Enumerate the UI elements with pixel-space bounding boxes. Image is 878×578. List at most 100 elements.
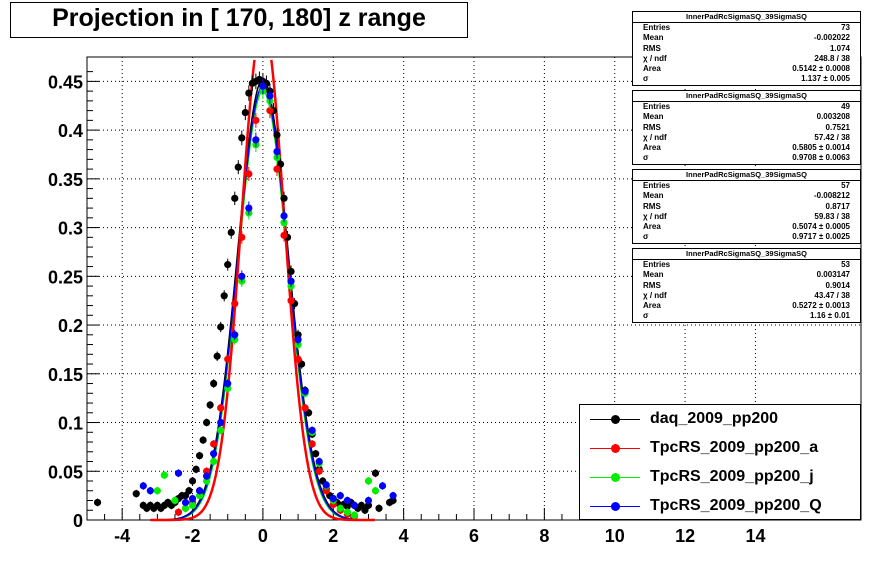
data-point: [139, 482, 147, 490]
data-point: [188, 501, 197, 509]
x-tick-label: 12: [675, 526, 695, 546]
stats-label: σ: [643, 74, 649, 84]
y-tick-label: 0.45: [48, 72, 83, 92]
data-point: [280, 231, 288, 239]
data-point: [217, 426, 225, 434]
x-tick-label: 2: [328, 526, 338, 546]
data-point: [315, 457, 323, 466]
data-point: [350, 511, 358, 519]
x-tick-label: 0: [258, 526, 268, 546]
stats-label: RMS: [643, 201, 661, 211]
data-point: [146, 487, 154, 495]
y-tick-label: 0.4: [58, 121, 83, 141]
stats-value: 248.8 / 38: [814, 53, 850, 63]
data-point: [322, 481, 330, 489]
data-point: [160, 471, 168, 479]
data-point: [280, 212, 288, 220]
stats-value: 49: [841, 102, 850, 111]
stats-label: χ / ndf: [643, 211, 667, 221]
stats-row: Mean -0.002022: [633, 33, 860, 43]
stats-box-title: InnerPadRcSigmaSQ_39SigmaSQ: [633, 12, 860, 23]
stats-row: χ / ndf 43.47 / 38: [633, 291, 860, 301]
stats-value: 57: [841, 181, 850, 190]
stats-label: Mean: [643, 33, 664, 43]
data-point: [188, 477, 197, 485]
stats-value: 0.5805 ± 0.0014: [792, 143, 850, 153]
stats-value: 73: [841, 23, 850, 32]
stats-value: 0.9708 ± 0.0063: [792, 153, 850, 163]
data-point: [241, 108, 249, 117]
stats-label: Area: [643, 301, 661, 311]
stats-value: -0.008212: [813, 191, 850, 201]
legend-marker-tpcrs-j: [611, 473, 620, 482]
y-tick-label: 0.3: [58, 219, 83, 239]
stats-label: Mean: [643, 270, 664, 280]
stats-box: InnerPadRcSigmaSQ_39SigmaSQ Entries 49 Mean…: [632, 90, 861, 165]
data-point: [273, 131, 281, 139]
stats-value: -0.002022: [813, 33, 850, 43]
data-point: [224, 261, 232, 269]
data-point: [294, 355, 302, 363]
data-point: [238, 233, 246, 241]
stats-label: RMS: [643, 43, 661, 53]
data-point: [210, 457, 218, 466]
data-point: [217, 323, 225, 331]
stats-value: 0.5272 ± 0.0013: [792, 301, 850, 311]
stats-label: RMS: [643, 280, 661, 290]
stats-row: σ 0.9708 ± 0.0063: [633, 153, 860, 163]
legend-label-tpcrs-q: TpcRS_2009_pp200_Q: [650, 497, 822, 514]
data-point: [280, 219, 288, 227]
data-point: [210, 450, 218, 458]
y-tick-label: 0.15: [48, 365, 83, 385]
stats-value: 43.47 / 38: [814, 290, 850, 300]
data-point: [375, 504, 383, 512]
data-point: [203, 418, 211, 427]
stats-value: 53: [841, 260, 850, 269]
y-tick-label: 0.1: [58, 414, 83, 434]
y-tick-label: 0: [73, 511, 83, 531]
legend-label-tpcrs-a: TpcRS_2009_pp200_a: [650, 439, 819, 456]
chart-title-box: Projection in [ 170, 180] z range: [10, 2, 468, 38]
x-tick-label: -4: [114, 526, 130, 546]
data-point: [188, 494, 197, 503]
stats-label: Area: [643, 64, 661, 74]
data-point: [181, 504, 190, 512]
data-point: [224, 379, 232, 388]
stats-label: Area: [643, 222, 661, 232]
data-point: [132, 490, 140, 498]
stats-value: 0.003147: [816, 270, 850, 280]
stats-row: Mean 0.003208: [633, 112, 860, 122]
data-point: [343, 496, 351, 505]
data-point: [217, 404, 225, 412]
data-point: [266, 92, 274, 100]
stats-row: RMS 0.7521: [633, 123, 860, 133]
stats-row: χ / ndf 57.42 / 38: [633, 133, 860, 143]
legend-marker-daq: [611, 415, 620, 424]
stats-label: RMS: [643, 122, 661, 132]
data-point: [224, 355, 232, 363]
data-point: [371, 469, 380, 477]
data-markers: [93, 71, 397, 520]
x-tick-label: 6: [469, 526, 479, 546]
data-point: [378, 482, 387, 490]
data-point: [213, 352, 221, 360]
x-tick-label: 4: [399, 526, 409, 546]
fit-curves: [150, 59, 375, 522]
stats-row: Area 0.5272 ± 0.0013: [633, 301, 860, 311]
stats-row: Entries 73: [633, 23, 860, 33]
data-point: [252, 136, 260, 144]
x-tick-label: 14: [745, 526, 765, 546]
data-point: [203, 472, 211, 480]
data-point: [312, 450, 320, 458]
stats-box: InnerPadRcSigmaSQ_39SigmaSQ Entries 53 Mean…: [632, 248, 861, 323]
data-point: [210, 379, 218, 388]
data-point: [171, 496, 179, 505]
data-point: [287, 297, 295, 305]
data-point: [174, 508, 183, 516]
stats-box-title: InnerPadRcSigmaSQ_39SigmaSQ: [633, 249, 860, 260]
data-point: [308, 440, 316, 448]
stats-label: σ: [643, 232, 649, 242]
data-point: [192, 465, 200, 473]
fit-curve: [150, 59, 375, 522]
data-point: [231, 331, 239, 339]
